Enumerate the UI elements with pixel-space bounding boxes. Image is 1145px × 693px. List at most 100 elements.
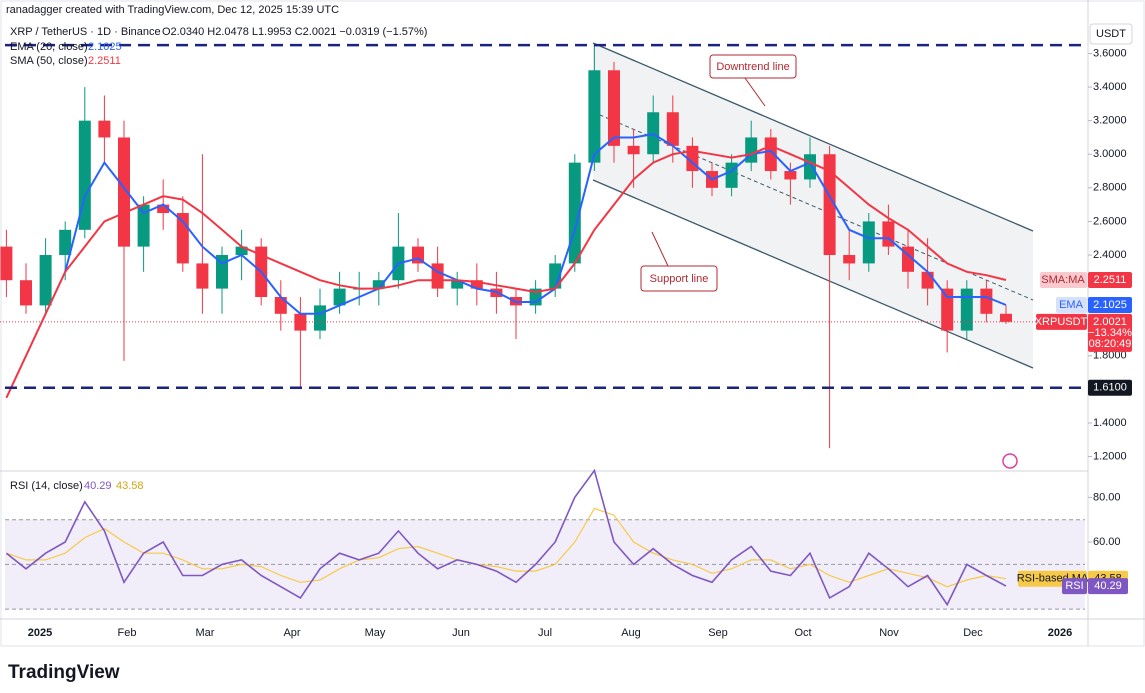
price-change: −13.34% [1088, 327, 1132, 339]
annotation-arrow [744, 77, 766, 107]
y-tick-label: 1.8000 [1093, 350, 1127, 362]
legend-label: RSI (14, close) [10, 480, 83, 492]
x-tick-label: Mar [196, 627, 215, 639]
annotation: Support line [650, 273, 709, 285]
price-tag [1062, 578, 1087, 595]
logo: TradingView [8, 662, 120, 683]
candle-body [470, 280, 483, 289]
candle-body [823, 154, 836, 256]
price-tag-label: 2.1025 [1093, 299, 1127, 311]
x-tick-label: Nov [879, 627, 899, 639]
price-tag [1088, 578, 1128, 595]
y-tick-label: 60.00 [1093, 536, 1121, 548]
candle-body [941, 288, 954, 331]
annotation-box [640, 265, 718, 292]
x-tick-label: Apr [283, 627, 300, 639]
frame [0, 0, 1145, 647]
price-tag-label: 2.0021 [1093, 316, 1127, 328]
y-tick-label: 3.2000 [1093, 115, 1127, 127]
candle-body [118, 137, 130, 247]
x-tick-label: Sep [708, 627, 728, 639]
price-tag-label: 1.6100 [1093, 382, 1127, 394]
y-tick-label: 80.00 [1093, 491, 1121, 503]
plot: 1.20001.40001.80002.00002.40002.60002.80… [0, 43, 1132, 639]
symbol: XRP / TetherUS · 1D · Binance [10, 26, 161, 38]
y-tick-label: 3.6000 [1093, 47, 1127, 59]
rsi-line [6, 507, 1007, 588]
x-tick-label: Dec [963, 627, 983, 639]
candle-body [627, 145, 640, 155]
legend-value: 40.29 [84, 480, 112, 492]
candle-body [39, 255, 52, 306]
x-tick-label: Oct [794, 627, 811, 639]
candle-body [862, 221, 875, 264]
legend-label: SMA (50, close) [10, 55, 88, 67]
legend-value: 43.58 [116, 480, 144, 492]
x-tick-label: Aug [621, 627, 641, 639]
annotation-arrow [651, 231, 669, 267]
candle-body [764, 137, 777, 172]
price-tag [1056, 296, 1087, 313]
y-tick-label: 3.0000 [1093, 148, 1127, 160]
rsi-line [5, 468, 1007, 607]
candle-body [157, 204, 170, 214]
candle-body [980, 288, 993, 314]
y-tick-label: 1.2000 [1093, 450, 1127, 462]
y-tick-label: 3.4000 [1093, 81, 1127, 93]
candle-body [20, 280, 32, 306]
candle-body [0, 246, 13, 281]
y-tick-label: 1.4000 [1093, 417, 1127, 429]
price-tag-label: 2.2511 [1094, 274, 1127, 286]
price-tag [1088, 379, 1132, 396]
candle-body [78, 120, 91, 230]
price-tag-name: SMA:MA [1041, 274, 1085, 286]
annotation-box [709, 54, 797, 79]
candle-body [451, 280, 464, 289]
price-tag-label: 40.29 [1094, 580, 1122, 592]
currency: USDT [1096, 28, 1126, 40]
legend-label: EMA (20, close) [10, 41, 88, 53]
candle-body [784, 171, 797, 180]
x-tick-label: Jul [538, 627, 552, 639]
countdown: 08:20:49 [1089, 338, 1132, 350]
candle-body [235, 246, 248, 256]
candle-body [1000, 313, 1012, 322]
legend-value: 2.1025 [88, 41, 122, 53]
price-tag [1088, 313, 1132, 352]
x-tick-label: May [365, 627, 386, 639]
candle-body [804, 154, 816, 180]
candle-body [372, 280, 385, 289]
y-tick-label: 2.4000 [1093, 249, 1127, 261]
price-tag-name: RSI [1065, 580, 1083, 592]
event-icon [1002, 453, 1018, 469]
candle-body [608, 70, 620, 146]
candle-body [196, 263, 209, 289]
attribution: ranadagger created with TradingView.com,… [6, 4, 339, 16]
candle-body [843, 255, 856, 264]
channel-mid [592, 111, 1034, 301]
x-tick-label: 2026 [1048, 627, 1072, 639]
annotation: Downtrend line [716, 61, 789, 73]
candle-body [274, 297, 287, 314]
price-tag [1040, 272, 1087, 289]
price-tag-name: XRPUSDT [1035, 316, 1088, 328]
y-tick-label: 2.6000 [1093, 215, 1127, 227]
candle-body [431, 263, 444, 289]
y-tick-label: 2.8000 [1093, 182, 1127, 194]
x-tick-label: Jun [452, 627, 470, 639]
candle-body [588, 70, 601, 163]
candle-body [960, 288, 973, 331]
candle-body [314, 305, 326, 331]
price-tag [1088, 296, 1132, 313]
candle-body [666, 112, 679, 146]
indicator-line [64, 133, 1007, 315]
currency-box [1089, 23, 1133, 45]
price-tag [1036, 313, 1087, 330]
x-tick-label: 2025 [28, 627, 52, 639]
candle-body [137, 204, 150, 247]
channel-upper [592, 42, 1034, 232]
candle-body [333, 288, 346, 306]
indicator-line [5, 144, 1007, 399]
